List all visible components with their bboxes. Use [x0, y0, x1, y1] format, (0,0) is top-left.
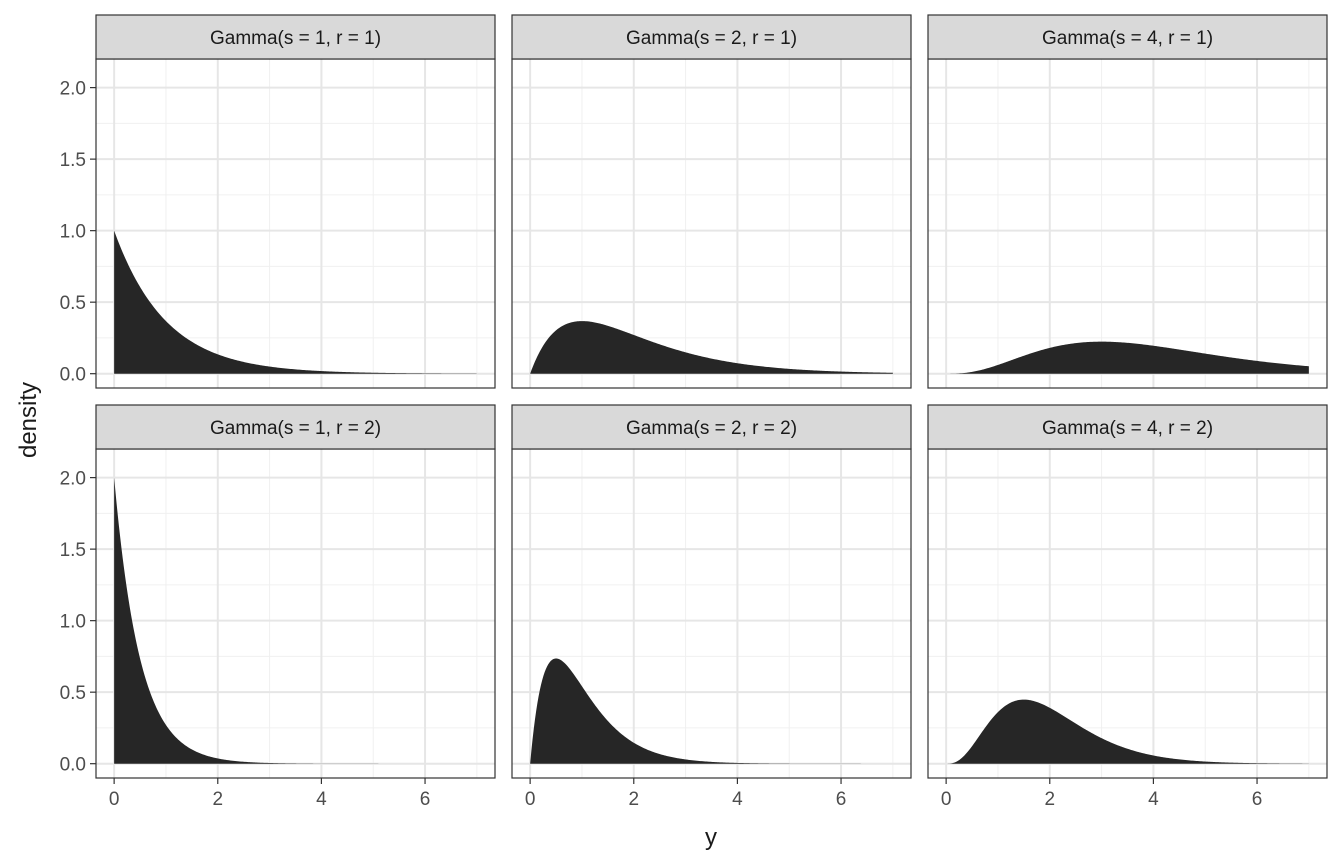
density-area — [946, 341, 1309, 374]
x-tick-label: 6 — [420, 789, 431, 810]
strip-label: Gamma(s = 1, r = 1) — [210, 28, 381, 49]
panel-6: Gamma(s = 4, r = 2) 0 2 4 6 — [927, 404, 1328, 810]
strip-label: Gamma(s = 2, r = 1) — [626, 28, 797, 49]
strip-label: Gamma(s = 1, r = 2) — [210, 418, 381, 439]
x-tick-label: 6 — [1252, 789, 1263, 810]
x-tick-label: 0 — [525, 789, 536, 810]
x-tick-label: 4 — [316, 789, 327, 810]
strip-label: Gamma(s = 4, r = 2) — [1042, 418, 1213, 439]
density-area — [530, 321, 893, 374]
y-tick-label: 1.0 — [60, 612, 86, 633]
density-area — [530, 658, 893, 764]
y-tick-label: 0.5 — [60, 293, 86, 314]
x-tick-label: 6 — [836, 789, 847, 810]
density-area — [114, 230, 477, 374]
y-tick-label: 0.0 — [60, 365, 86, 386]
strip-label: Gamma(s = 2, r = 2) — [626, 418, 797, 439]
y-tick-label: 1.0 — [60, 222, 86, 243]
strip-label: Gamma(s = 4, r = 1) — [1042, 28, 1213, 49]
y-tick-label: 1.5 — [60, 540, 86, 561]
y-tick-label: 0.5 — [60, 683, 86, 704]
x-tick-label: 2 — [628, 789, 639, 810]
strip-background — [511, 14, 912, 60]
strip-background — [927, 14, 1328, 60]
y-tick-label: 0.0 — [60, 755, 86, 776]
panel-4: Gamma(s = 1, r = 2) 0.0 0.5 1.0 1.5 2.0 0 2 4 6 — [60, 404, 496, 810]
panel-background — [928, 59, 1327, 388]
x-tick-label: 2 — [1044, 789, 1055, 810]
x-tick-label: 0 — [941, 789, 952, 810]
panel-1: Gamma(s = 1, r = 1) 0.0 0.5 1.0 1.5 2.0 — [60, 14, 496, 389]
panel-3: Gamma(s = 4, r = 1) — [927, 14, 1328, 389]
x-tick-label: 4 — [732, 789, 743, 810]
density-area — [114, 477, 477, 764]
y-tick-label: 2.0 — [60, 469, 86, 490]
x-tick-label: 0 — [109, 789, 120, 810]
strip-background — [927, 404, 1328, 450]
y-axis-title: density — [15, 382, 42, 458]
x-tick-label: 2 — [212, 789, 223, 810]
panel-5: Gamma(s = 2, r = 2) 0 2 4 6 — [511, 404, 912, 810]
y-tick-label: 2.0 — [60, 79, 86, 100]
strip-background — [95, 14, 496, 60]
panel-2: Gamma(s = 2, r = 1) — [511, 14, 912, 389]
density-area — [946, 699, 1309, 764]
strip-background — [511, 404, 912, 450]
x-axis-title: y — [705, 824, 717, 851]
strip-background — [95, 404, 496, 450]
y-tick-label: 1.5 — [60, 150, 86, 171]
x-tick-label: 4 — [1148, 789, 1159, 810]
